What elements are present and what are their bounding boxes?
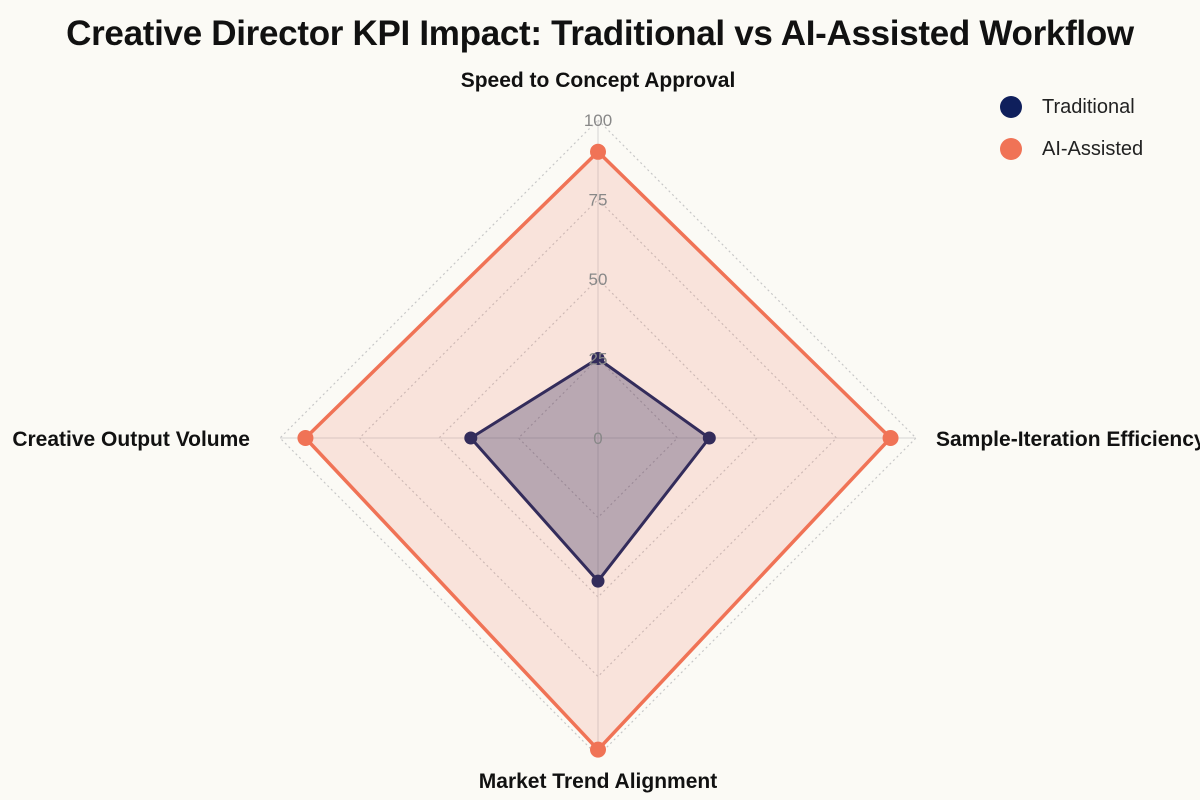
data-point-traditional-1 xyxy=(702,431,716,445)
tick-label-0: 0 xyxy=(593,429,602,448)
legend-label-traditional: Traditional xyxy=(1042,95,1135,118)
legend-swatch-traditional xyxy=(1000,96,1022,118)
data-point-ai-assisted-0 xyxy=(590,143,606,160)
data-point-ai-assisted-1 xyxy=(882,430,899,446)
series-area-ai-assisted xyxy=(305,151,891,750)
chart-title: Creative Director KPI Impact: Traditiona… xyxy=(66,14,1134,53)
legend-item-traditional: Traditional xyxy=(1000,86,1143,128)
axis-label-speed-to-concept-approval: Speed to Concept Approval xyxy=(461,69,736,92)
data-point-ai-assisted-3 xyxy=(297,430,314,446)
data-point-traditional-2 xyxy=(591,574,605,588)
radar-series xyxy=(297,143,899,758)
data-point-ai-assisted-2 xyxy=(590,741,606,758)
legend-swatch-ai-assisted xyxy=(1000,138,1022,160)
legend-label-ai-assisted: AI-Assisted xyxy=(1042,137,1144,160)
tick-label-25: 25 xyxy=(589,350,608,369)
series-area-traditional xyxy=(470,358,710,582)
radar-axis-labels: Speed to Concept Approval Sample-Iteratio… xyxy=(12,69,1200,793)
axis-label-creative-output-volume: Creative Output Volume xyxy=(12,428,250,451)
tick-label-100: 100 xyxy=(584,111,612,130)
data-point-traditional-3 xyxy=(464,431,478,445)
axis-label-market-trend-alignment: Market Trend Alignment xyxy=(479,770,717,793)
radar-grid xyxy=(279,119,917,757)
axis-label-sample-iteration-efficiency: Sample-Iteration Efficiency xyxy=(936,428,1200,451)
tick-label-50: 50 xyxy=(589,270,608,289)
legend-item-ai-assisted: AI-Assisted xyxy=(1000,128,1143,170)
legend: Traditional AI-Assisted xyxy=(1000,86,1143,170)
data-point-traditional-0 xyxy=(591,352,605,365)
tick-label-75: 75 xyxy=(589,191,608,210)
radar-ticks: 0 25 50 75 100 xyxy=(584,111,612,448)
